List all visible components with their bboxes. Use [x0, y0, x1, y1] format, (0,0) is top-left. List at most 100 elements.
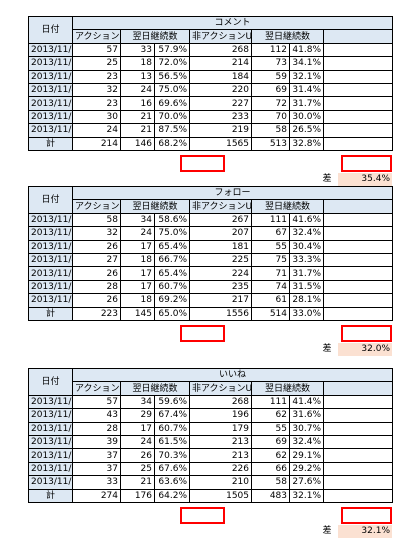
total-cell: 145	[120, 306, 155, 321]
retention-header: 翌日継続数	[251, 381, 324, 396]
value-cell: 39	[72, 434, 121, 450]
date-cell: 2013/11/1	[28, 42, 73, 58]
value-cell: 33.3%	[289, 252, 324, 268]
total-row: 計 274 176 64.2% 1505 483 32.1%	[28, 488, 394, 503]
spacer-cell	[323, 293, 393, 308]
value-cell: 67.4%	[154, 408, 190, 423]
spacer-cell	[323, 82, 393, 98]
date-cell: 2013/11/2	[28, 226, 73, 241]
action-uu-header: アクションUU	[72, 29, 121, 44]
value-cell: 26	[72, 239, 121, 254]
highlight-box	[341, 507, 392, 524]
spacer-cell	[323, 136, 393, 151]
value-cell: 43	[72, 408, 121, 423]
total-cell: 68.2%	[154, 136, 190, 151]
total-cell: 64.2%	[154, 488, 190, 503]
date-cell: 2013/11/3	[28, 421, 73, 436]
value-cell: 32	[72, 82, 121, 98]
highlight-box	[180, 507, 225, 524]
total-cell: 1565	[189, 136, 252, 151]
value-cell: 59.6%	[154, 394, 190, 410]
value-cell: 267	[189, 212, 252, 228]
date-header: 日付	[28, 368, 73, 396]
value-cell: 34.1%	[289, 56, 324, 71]
spacer-cell	[323, 239, 393, 254]
value-cell: 217	[189, 293, 252, 308]
value-cell: 32.1%	[289, 69, 324, 84]
total-cell: 223	[72, 306, 121, 321]
date-cell: 2013/11/5	[28, 266, 73, 281]
value-cell: 207	[189, 226, 252, 241]
total-cell: 483	[251, 488, 290, 503]
value-cell: 25	[72, 56, 121, 71]
value-cell: 37	[72, 461, 121, 477]
value-cell: 55	[251, 421, 290, 436]
value-cell: 70.3%	[154, 448, 190, 463]
diff-row: 差 32.0%	[318, 343, 392, 356]
value-cell: 59	[251, 69, 290, 84]
value-cell: 24	[120, 82, 155, 98]
value-cell: 21	[120, 475, 155, 490]
value-cell: 23	[72, 96, 121, 111]
value-cell: 75.0%	[154, 226, 190, 241]
value-cell: 58	[251, 123, 290, 138]
value-cell: 31.7%	[289, 266, 324, 281]
date-cell: 2013/11/3	[28, 69, 73, 84]
total-label: 計	[28, 488, 73, 503]
value-cell: 34	[120, 212, 155, 228]
highlight-box	[180, 325, 225, 342]
diff-value: 32.1%	[338, 525, 392, 538]
date-header: 日付	[28, 186, 73, 214]
retention-header: 翌日継続数	[120, 29, 190, 44]
data-table: 日付 いいね アクションUU 翌日継続数 非アクションUU 翌日継続数 2013…	[28, 367, 394, 503]
value-cell: 17	[120, 279, 155, 295]
value-cell: 41.8%	[289, 42, 324, 58]
value-cell: 66.7%	[154, 252, 190, 268]
section-title: フォロー	[72, 185, 393, 201]
spacer-cell	[322, 461, 394, 477]
spacer-cell	[322, 475, 394, 490]
value-cell: 65.4%	[154, 266, 190, 281]
value-cell: 57	[72, 394, 121, 410]
total-label: 計	[28, 306, 73, 321]
section-title: いいね	[71, 367, 394, 383]
value-cell: 23	[72, 69, 121, 84]
value-cell: 219	[189, 123, 252, 138]
value-cell: 61	[251, 293, 290, 308]
value-cell: 17	[120, 266, 155, 281]
value-cell: 17	[120, 239, 155, 254]
date-cell: 2013/11/1	[28, 212, 73, 228]
spacer-cell	[322, 408, 394, 423]
value-cell: 60.7%	[154, 421, 190, 436]
date-cell: 2013/11/7	[28, 475, 73, 490]
spacer-cell	[323, 123, 393, 138]
date-cell: 2013/11/5	[28, 448, 73, 463]
value-cell: 184	[189, 69, 252, 84]
value-cell: 87.5%	[154, 123, 190, 138]
value-cell: 41.4%	[289, 394, 324, 410]
date-cell: 2013/11/3	[28, 239, 73, 254]
value-cell: 30.4%	[289, 239, 324, 254]
value-cell: 28.1%	[289, 293, 324, 308]
value-cell: 30.7%	[289, 421, 324, 436]
data-table: 日付 フォロー アクションUU 翌日継続数 非アクションUU 翌日継続数 201…	[28, 185, 393, 321]
value-cell: 69	[251, 82, 290, 98]
spacer-cell	[323, 266, 393, 281]
diff-value: 32.0%	[338, 343, 392, 356]
value-cell: 60.7%	[154, 279, 190, 295]
spacer-cell	[322, 488, 394, 503]
value-cell: 31.5%	[289, 279, 324, 295]
value-cell: 26	[120, 448, 155, 463]
value-cell: 268	[189, 42, 252, 58]
diff-value: 35.4%	[338, 173, 392, 186]
spacer-cell	[323, 306, 393, 321]
total-cell: 176	[120, 488, 155, 503]
spacer-header	[323, 29, 393, 44]
